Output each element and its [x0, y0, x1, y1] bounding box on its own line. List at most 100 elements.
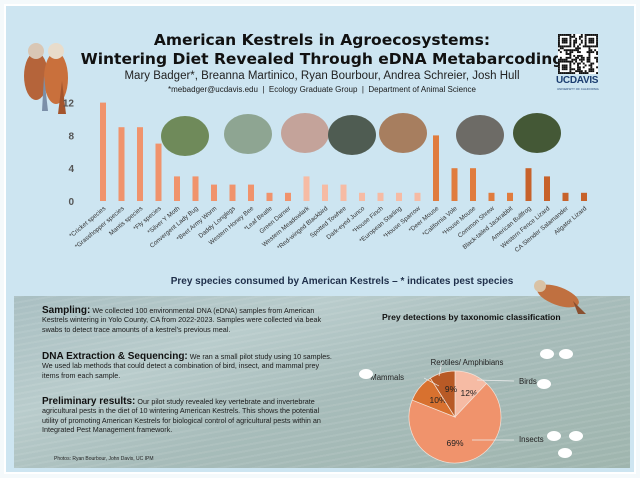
- qr-module: [575, 49, 578, 52]
- qr-module: [569, 70, 572, 73]
- qr-module: [592, 39, 595, 42]
- bar: [359, 192, 365, 201]
- qr-module: [578, 35, 581, 38]
- qr-module: [577, 66, 579, 69]
- qr-module: [592, 51, 595, 54]
- qr-module: [571, 72, 574, 74]
- bar: [137, 127, 143, 201]
- qr-module: [590, 45, 593, 48]
- leader-line: [476, 379, 515, 382]
- caterpillar-photo: [224, 114, 272, 154]
- qr-module: [565, 56, 568, 59]
- qr-module: [565, 68, 568, 71]
- qr-module: [578, 51, 581, 54]
- qr-module: [561, 47, 564, 50]
- bar: [451, 168, 458, 201]
- qr-module: [577, 68, 579, 71]
- qr-module: [575, 60, 578, 63]
- qr-module: [563, 72, 566, 74]
- leader-line: [423, 377, 440, 387]
- qr-module: [569, 39, 572, 42]
- vole-photo: [456, 115, 504, 155]
- qr-module: [569, 34, 572, 36]
- qr-module: [569, 45, 572, 48]
- qr-module: [573, 62, 576, 65]
- poster-title-line2: Wintering Diet Revealed Through eDNA Met…: [80, 50, 564, 68]
- qr-module: [569, 54, 572, 57]
- sparrow-photo: [379, 113, 427, 153]
- butterfly-icon: [558, 448, 572, 458]
- qr-module: [567, 56, 570, 59]
- qr-module: [586, 45, 589, 48]
- starling-photo: [328, 115, 376, 155]
- qr-module: [596, 41, 598, 44]
- grasshopper-icon: [547, 431, 561, 441]
- qr-module: [569, 37, 572, 40]
- qr-module: [584, 43, 587, 46]
- house-finch-photo: [281, 113, 329, 153]
- qr-module: [558, 37, 560, 40]
- qr-module: [580, 70, 583, 73]
- grasshopper-photo: [161, 116, 209, 156]
- qr-module: [594, 34, 597, 36]
- qr-module: [558, 68, 560, 71]
- qr-module: [559, 58, 562, 61]
- qr-module: [558, 34, 560, 36]
- pie-category-label: Mammals: [370, 373, 404, 382]
- qr-module: [565, 58, 568, 61]
- bar: [174, 176, 180, 201]
- qr-module: [558, 41, 560, 44]
- qr-module: [596, 34, 598, 36]
- qr-module: [580, 41, 583, 44]
- qr-module: [565, 64, 568, 67]
- qr-code[interactable]: [558, 34, 598, 74]
- qr-module: [577, 64, 579, 67]
- qr-module: [565, 53, 568, 55]
- qr-module: [565, 66, 568, 69]
- pie-percent-label: 69%: [446, 438, 463, 448]
- qr-module: [594, 45, 597, 48]
- qr-module: [561, 34, 564, 36]
- qr-module: [582, 45, 585, 48]
- qr-module: [569, 66, 572, 69]
- bar: [118, 127, 125, 201]
- qr-module: [565, 41, 568, 44]
- qr-module: [565, 72, 568, 74]
- qr-module: [573, 54, 576, 57]
- qr-module: [578, 54, 581, 57]
- qr-module: [578, 37, 581, 40]
- qr-module: [569, 62, 572, 65]
- bar: [285, 192, 291, 201]
- qr-module: [561, 66, 564, 69]
- pie-percent-label: 10%: [429, 395, 446, 405]
- bar: [470, 168, 476, 201]
- qr-module: [590, 64, 593, 67]
- qr-module: [561, 37, 564, 40]
- frog-icon: [559, 349, 573, 359]
- qr-module: [558, 58, 560, 61]
- qr-module: [565, 49, 568, 52]
- qr-module: [565, 60, 568, 63]
- qr-module: [596, 56, 598, 59]
- qr-module: [580, 54, 583, 57]
- qr-module: [592, 45, 595, 48]
- qr-module: [582, 66, 585, 69]
- qr-module: [590, 37, 593, 40]
- qr-module: [567, 60, 570, 63]
- qr-module: [573, 41, 576, 44]
- qr-module: [571, 68, 574, 71]
- qr-module: [590, 68, 593, 71]
- qr-module: [594, 49, 597, 52]
- qr-module: [563, 60, 566, 63]
- qr-module: [575, 58, 578, 61]
- bar: [100, 102, 106, 201]
- qr-module: [571, 60, 574, 63]
- qr-module: [569, 53, 572, 55]
- qr-module: [584, 34, 587, 36]
- qr-module: [563, 58, 566, 61]
- qr-module: [592, 41, 595, 44]
- qr-module: [559, 56, 562, 59]
- qr-module: [559, 45, 562, 48]
- results-body: Our pilot study revealed key vertebrate …: [42, 397, 321, 435]
- qr-module: [573, 68, 576, 71]
